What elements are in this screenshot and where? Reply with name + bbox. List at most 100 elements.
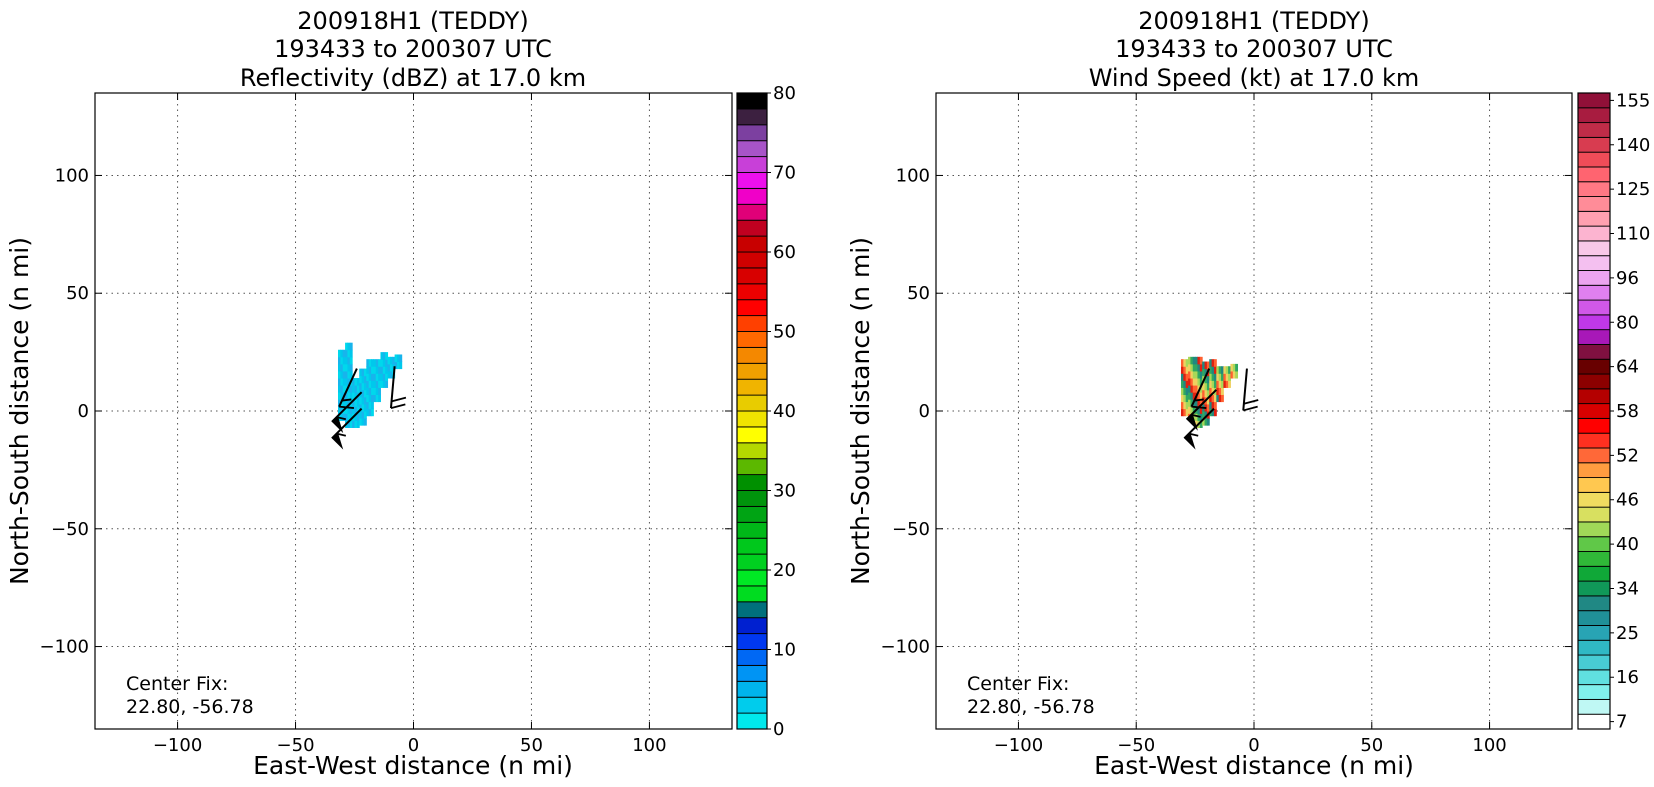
reflectivity-echo-cell [342,370,346,379]
wind-y-tick-label-0: −100 [881,637,930,658]
reflectivity-colorbar-label-5: 50 [773,322,796,343]
wind-wind-barb-pennant [1184,432,1196,450]
wind-echo-cell [1216,394,1220,403]
wind-echo-cell [1188,363,1191,372]
reflectivity-title-line-2: 193433 to 200307 UTC [274,35,552,63]
reflectivity-echo-cell [380,380,384,388]
reflectivity-echo-cell [359,368,363,377]
wind-echo-cell [1228,366,1231,374]
wind-colorbar-label-9: 80 [1616,312,1639,333]
reflectivity-echo-cell [387,356,391,365]
reflectivity-echo-cell [345,413,348,421]
wind-echo-cell [1206,403,1210,412]
wind-echo-cell [1188,392,1191,400]
wind-echo-cell [1188,378,1191,386]
wind-echo-cell [1218,366,1222,374]
reflectivity-echo-cell [363,382,367,391]
wind-echo-cell [1204,361,1208,370]
wind-colorbar-label-7: 58 [1616,401,1639,422]
reflectivity-echo-cell [375,359,379,367]
reflectivity-echo-cell [340,378,344,386]
reflectivity-echo-cell [361,368,365,377]
reflectivity-echo-cell [385,366,389,374]
reflectivity-colorbar-segment-31 [736,219,768,237]
wind-colorbar-segment-13 [1577,521,1611,538]
wind-colorbar-segment-29 [1577,284,1611,301]
reflectivity-colorbar-segment-19 [736,410,768,428]
reflectivity-echo-cell [354,378,358,386]
reflectivity-colorbar-segment-17 [736,442,768,460]
wind-echo-cell [1195,370,1198,379]
reflectivity-title-line-1: 200918H1 (TEDDY) [297,7,528,35]
wind-echo-cell [1190,385,1194,393]
reflectivity-echo-cell [371,387,374,396]
wind-echo-cell [1192,378,1196,386]
reflectivity-echo-cell [366,394,370,403]
reflectivity-wind-barb-pennant [331,432,344,450]
wind-echo-cell [1199,399,1203,407]
wind-echo-cell [1225,380,1229,388]
wind-title-line-1: 200918H1 (TEDDY) [1138,7,1369,35]
wind-echo-cell [1190,392,1194,400]
reflectivity-colorbar-label-2: 20 [773,560,796,581]
wind-echo-cell [1216,387,1220,396]
wind-colorbar-label-0: 7 [1616,712,1627,733]
wind-colorbar-segment-8 [1577,595,1611,612]
reflectivity-colorbar-segment-22 [736,362,768,380]
wind-echo-cell [1213,373,1217,381]
wind-colorbar-segment-31 [1577,255,1611,271]
wind-colorbar-segment-7 [1577,610,1611,626]
reflectivity-colorbar-segment-37 [736,124,768,142]
reflectivity-colorbar-segment-2 [736,680,768,698]
reflectivity-wind-barb-feather [341,398,352,402]
reflectivity-echo-cell [387,363,391,372]
wind-colorbar-segment-6 [1577,625,1611,641]
reflectivity-echo-cell [378,373,381,381]
wind-echo-cell [1202,418,1206,426]
reflectivity-echo-cell [342,399,346,407]
reflectivity-echo-cell [349,392,353,400]
wind-echo-cell [1180,366,1184,374]
wind-echo-cell [1211,380,1215,388]
reflectivity-echo-cell [385,352,389,360]
reflectivity-colorbar-segment-14 [736,490,768,507]
wind-echo-cell [1221,394,1224,403]
wind-colorbar-segment-33 [1577,225,1611,242]
wind-echo-cell [1206,382,1210,391]
wind-colorbar-segment-41 [1577,107,1611,124]
wind-echo-cell [1185,359,1189,367]
wind-echo-cell [1190,356,1194,365]
reflectivity-colorbar-segment-6 [736,617,768,635]
wind-echo-cell [1211,373,1215,381]
wind-echo-cell [1211,366,1215,374]
reflectivity-echo-cell [396,361,400,370]
reflectivity-colorbar-segment-10 [736,553,768,571]
reflectivity-colorbar-segment-0 [736,712,768,730]
wind-echo-cell [1228,373,1231,381]
reflectivity-colorbar-segment-25 [736,315,768,332]
wind-echo-cell [1230,363,1234,372]
wind-echo-cell [1192,370,1196,379]
reflectivity-echo-cell [387,370,391,379]
wind-colorbar-segment-27 [1577,314,1611,331]
reflectivity-echo-cell [368,366,372,374]
reflectivity-echo-cell [352,392,356,400]
reflectivity-echo-cell [382,380,386,388]
reflectivity-echo-cell [359,375,363,384]
reflectivity-echo-cell [373,387,377,396]
reflectivity-x-tick-label-4: 100 [632,735,666,756]
reflectivity-echo-cell [366,380,370,388]
wind-echo-cell [1183,366,1187,374]
reflectivity-x-tick-label-3: 50 [520,735,543,756]
wind-colorbar-segment-1 [1577,698,1611,715]
wind-echo-cell [1185,394,1189,403]
wind-colorbar-segment-17 [1577,462,1611,479]
reflectivity-echo-cell [338,399,341,407]
reflectivity-echo-cell [354,420,358,428]
reflectivity-y-tick-label-1: −50 [51,519,89,540]
reflectivity-echo-cell [349,356,353,365]
wind-echo-cell [1232,363,1236,372]
wind-echo-cell [1218,373,1222,381]
wind-echo-cell [1223,373,1227,381]
wind-wind-barb-feather [1191,413,1201,418]
